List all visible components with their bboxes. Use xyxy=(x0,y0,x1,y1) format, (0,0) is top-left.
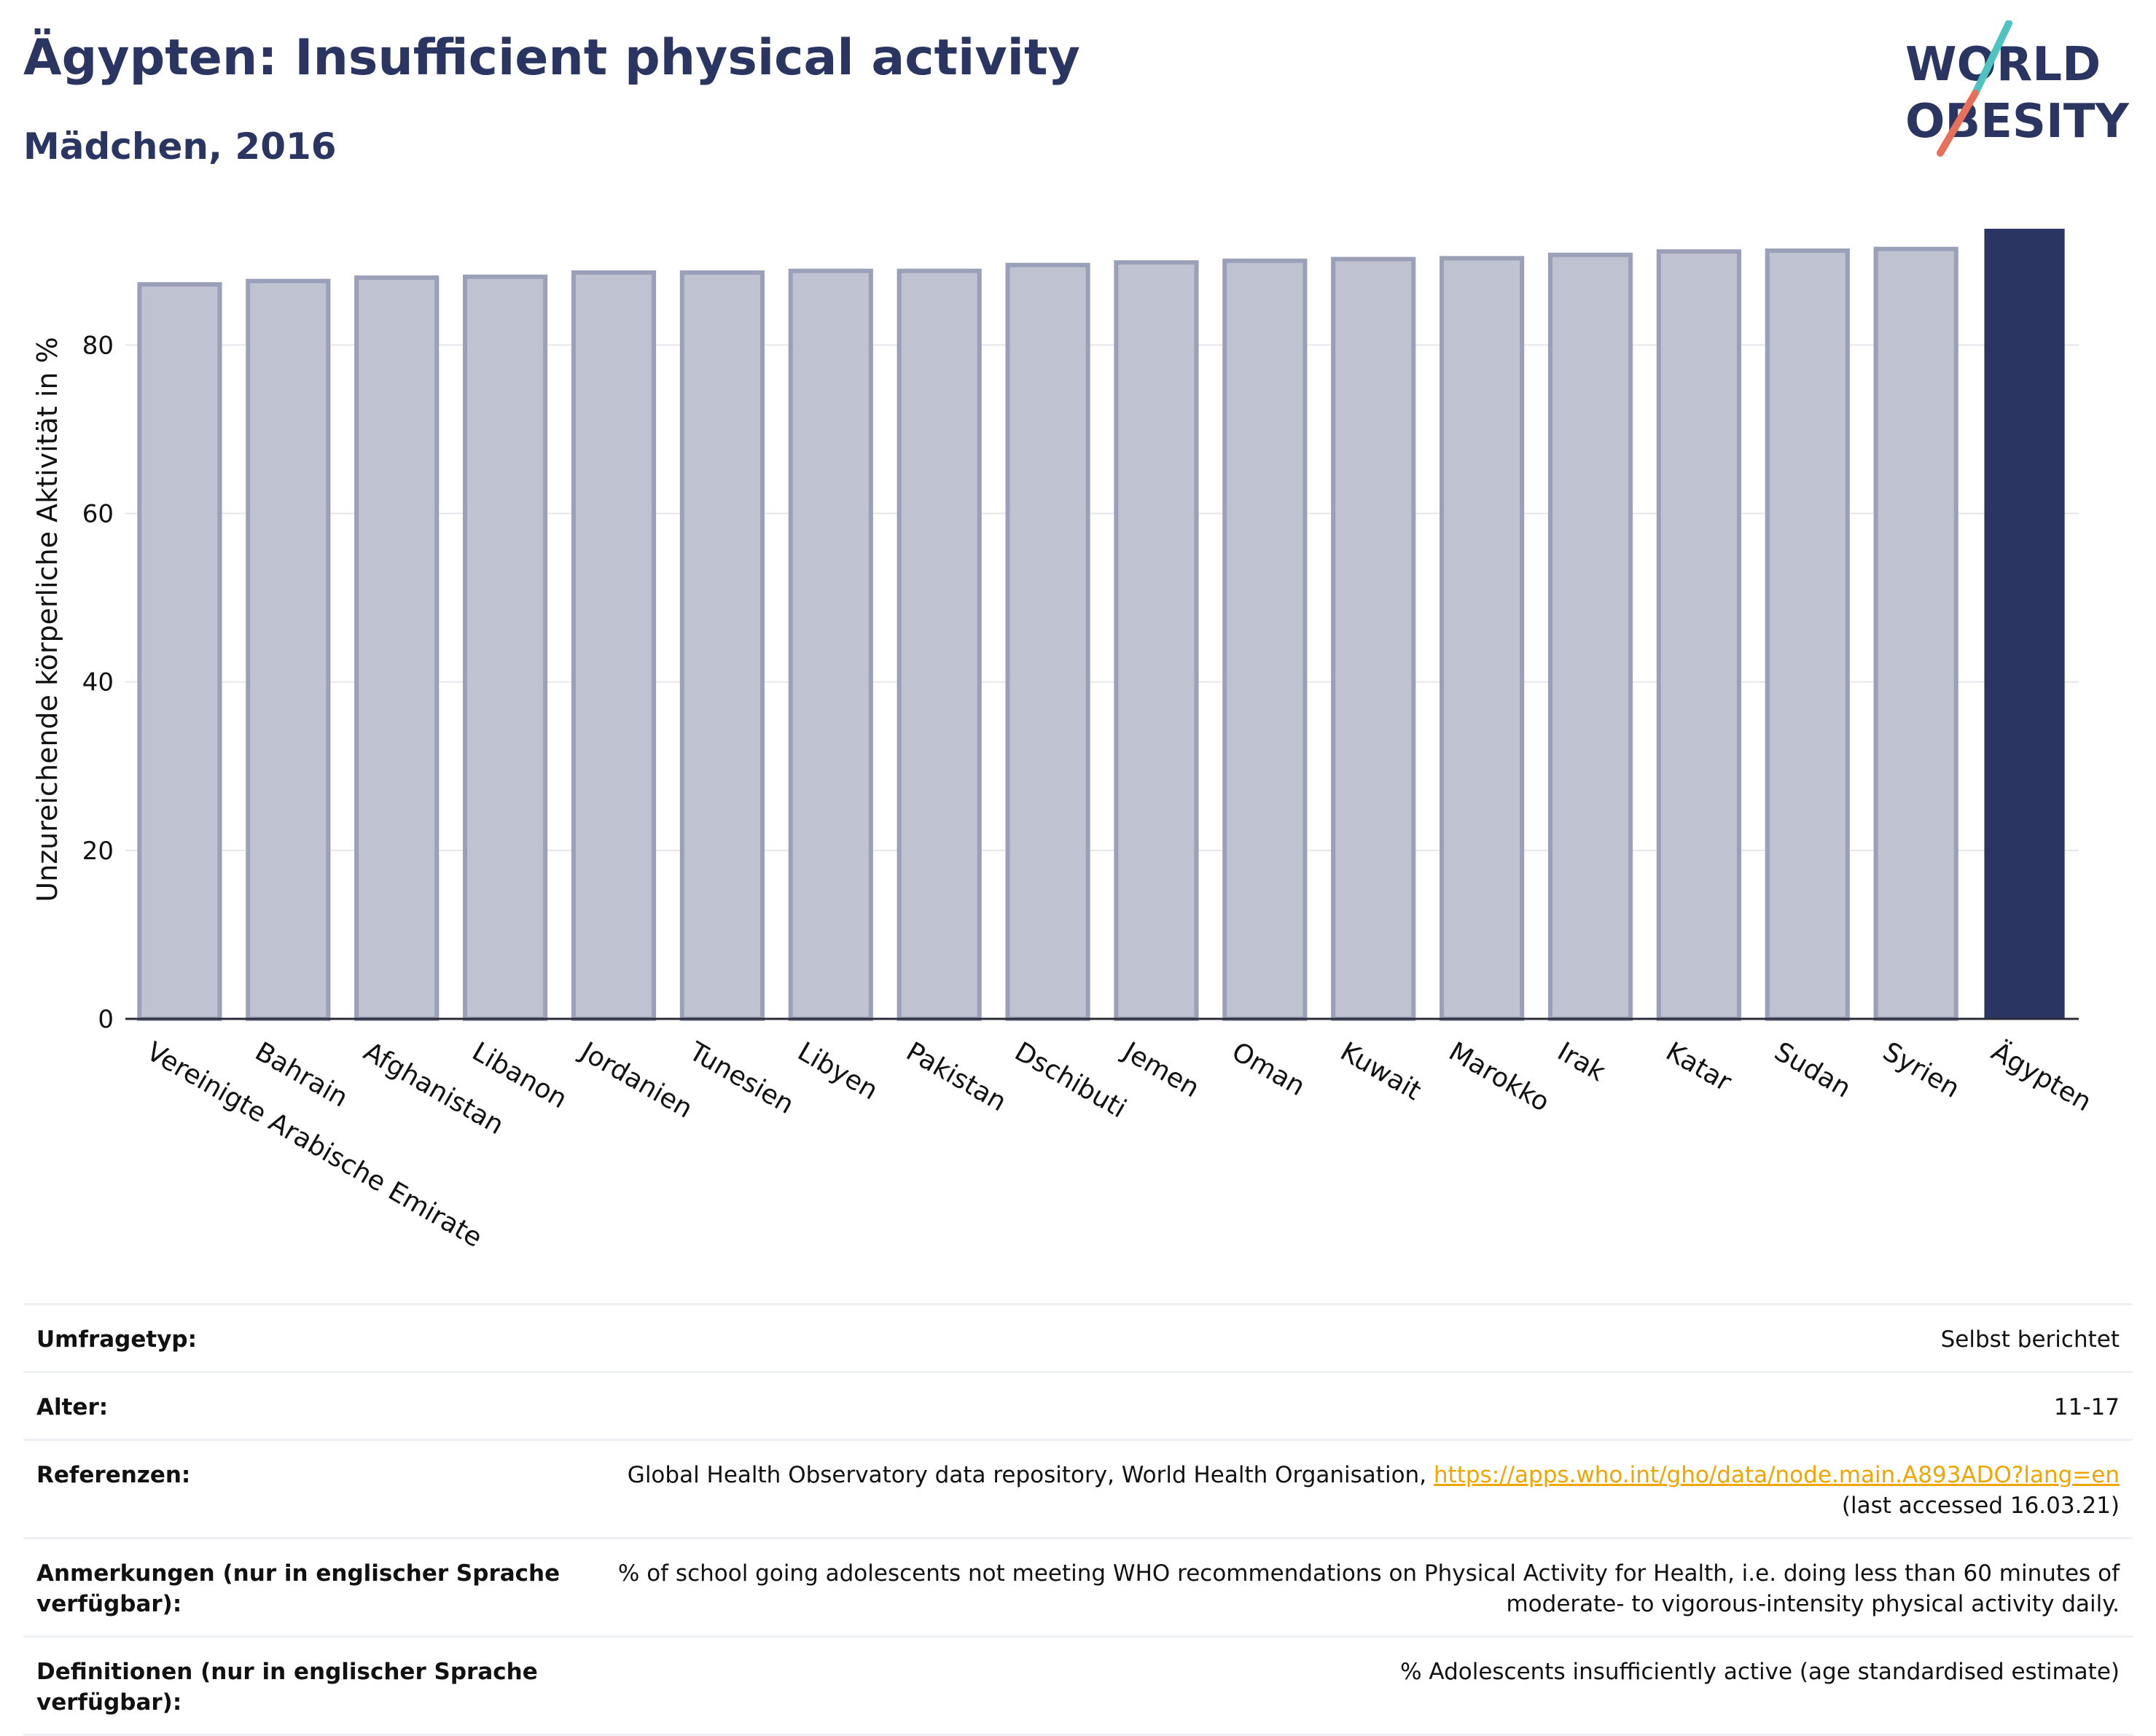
bar-kuwait xyxy=(1331,257,1416,1021)
bar-jordanien xyxy=(571,270,657,1021)
world-obesity-logo: WORLD OBESITY xyxy=(1905,20,2129,157)
logo-word-1: WORLD xyxy=(1905,38,2101,92)
y-tick-label: 60 xyxy=(82,500,114,529)
bar-sudan xyxy=(1765,248,1850,1021)
bar-dschibuti xyxy=(1005,262,1090,1021)
bar-marokko xyxy=(1440,256,1525,1021)
info-row-survey-type: Umfragetyp: Selbst berichtet xyxy=(23,1303,2133,1371)
info-table: Umfragetyp: Selbst berichtet Alter: 11-1… xyxy=(23,1303,2133,1736)
info-row-notes: Anmerkungen (nur in englischer Sprache v… xyxy=(23,1537,2133,1635)
references-value: Global Health Observatory data repositor… xyxy=(561,1460,2120,1521)
age-label: Alter: xyxy=(36,1394,109,1420)
bar-syrien xyxy=(1873,246,1958,1022)
age-value: 11-17 xyxy=(2053,1394,2120,1420)
bar-afghanistan xyxy=(354,275,440,1021)
y-tick-label: 20 xyxy=(82,837,114,866)
references-accessed: (last accessed 16.03.21) xyxy=(1841,1493,2120,1519)
x-tick-label: Jordanien xyxy=(574,1036,698,1124)
references-text: Global Health Observatory data repositor… xyxy=(627,1462,1434,1488)
x-tick-label: Oman xyxy=(1227,1036,1310,1102)
survey-type-label: Umfragetyp: xyxy=(36,1326,197,1353)
y-tick-label: 80 xyxy=(82,331,114,360)
references-link[interactable]: https://apps.who.int/gho/data/node.main.… xyxy=(1433,1462,2120,1488)
bar-katar xyxy=(1656,249,1741,1021)
bar-oman xyxy=(1222,258,1308,1022)
bar-irak xyxy=(1547,252,1633,1021)
x-tick-label: Irak xyxy=(1552,1036,1611,1087)
definitions-label: Definitionen (nur in englischer Sprache … xyxy=(36,1659,538,1716)
logo-slash-coral xyxy=(1937,90,1979,157)
notes-value: % of school going adolescents not meetin… xyxy=(617,1560,2120,1617)
logo-word-2: OBESITY xyxy=(1905,95,2129,149)
y-tick-label: 0 xyxy=(98,1005,114,1034)
y-tick-label: 40 xyxy=(82,668,114,697)
definitions-value: % Adolescents insufficiently active (age… xyxy=(1400,1659,2120,1685)
references-label: Referenzen: xyxy=(36,1462,191,1488)
y-axis-title: Unzureichende körperliche Aktivität in % xyxy=(31,337,63,902)
bar-ägypten xyxy=(1984,228,2065,1019)
x-tick-label: Tunesien xyxy=(684,1036,799,1120)
grid-layer xyxy=(125,344,2079,851)
bar-jemen xyxy=(1114,260,1199,1021)
bar-layer xyxy=(137,228,2065,1022)
bar-pakistan xyxy=(897,268,982,1021)
info-row-references: Referenzen: Global Health Observatory da… xyxy=(23,1439,2133,1537)
x-tick-label: Sudan xyxy=(1769,1036,1856,1103)
page-title: Ägypten: Insufficient physical activity xyxy=(23,29,1080,87)
survey-type-value: Selbst berichtet xyxy=(1940,1326,2120,1353)
x-tick-label: Libyen xyxy=(792,1036,883,1106)
x-tick-label: Kuwait xyxy=(1335,1036,1426,1106)
bar-libyen xyxy=(788,268,873,1021)
bar-libanon xyxy=(463,274,548,1022)
bar-bahrain xyxy=(246,278,331,1021)
bar-tunesien xyxy=(679,270,765,1021)
logo-slash-teal xyxy=(1972,20,2012,97)
notes-label: Anmerkungen (nur in englischer Sprache v… xyxy=(36,1560,561,1617)
x-tick-label: Jemen xyxy=(1117,1036,1204,1103)
x-tick-label: Pakistan xyxy=(901,1036,1011,1117)
info-row-definitions: Definitionen (nur in englischer Sprache … xyxy=(23,1635,2133,1736)
page-subtitle: Mädchen, 2016 xyxy=(23,125,337,168)
info-row-age: Alter: 11-17 xyxy=(23,1371,2133,1439)
x-tick-label: Ägypten xyxy=(1986,1036,2097,1118)
bar-vereinigte-arabische-emirate xyxy=(137,282,222,1022)
x-tick-label: Dschibuti xyxy=(1009,1036,1131,1124)
x-tick-label: Marokko xyxy=(1444,1036,1555,1117)
x-tick-label: Syrien xyxy=(1878,1036,1964,1103)
x-tick-label: Katar xyxy=(1661,1036,1737,1098)
